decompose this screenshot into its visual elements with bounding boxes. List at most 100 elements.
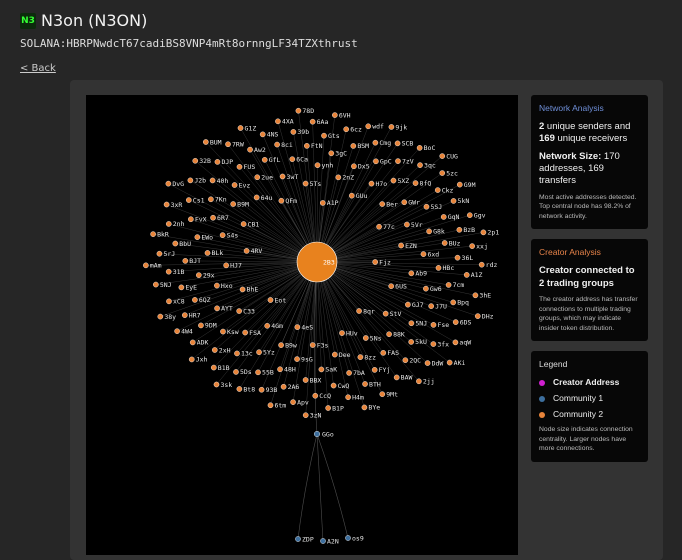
community2-node[interactable] [267,297,274,303]
community2-node[interactable] [439,170,446,176]
community2-node[interactable] [211,347,218,353]
community2-node[interactable] [220,328,226,335]
community2-node[interactable] [320,200,326,206]
community2-node[interactable] [445,282,452,288]
community2-node[interactable] [172,240,179,247]
community2-node[interactable] [247,146,253,153]
community2-node[interactable] [239,286,246,293]
community2-node[interactable] [382,310,389,317]
community2-node[interactable] [328,150,335,157]
community2-node[interactable] [408,270,415,277]
community2-node[interactable] [214,305,220,312]
community2-node[interactable] [390,177,397,184]
community2-node[interactable] [376,223,382,230]
community2-node[interactable] [196,272,202,278]
community2-node[interactable] [219,232,226,238]
community2-node[interactable] [402,357,409,363]
community2-node[interactable] [213,381,220,388]
community2-node[interactable] [275,118,281,125]
community2-node[interactable] [430,341,437,347]
community2-node[interactable] [357,354,364,360]
community2-node[interactable] [156,250,163,257]
community2-node[interactable] [450,198,457,204]
community2-node[interactable] [230,201,236,207]
community2-node[interactable] [194,234,201,240]
community2-node[interactable] [236,386,243,392]
community2-node[interactable] [165,268,172,275]
community2-node[interactable] [416,378,422,385]
community2-node[interactable] [372,259,378,265]
community2-node[interactable] [203,139,209,145]
community2-node[interactable] [214,159,221,165]
community2-node[interactable] [365,123,372,130]
community2-node[interactable] [258,386,265,393]
community2-node[interactable] [253,194,260,201]
community1-node[interactable] [295,536,301,542]
community2-node[interactable] [314,162,321,169]
community2-node[interactable] [223,262,229,269]
community2-node[interactable] [434,187,441,193]
community1-node[interactable] [345,535,351,541]
community2-node[interactable] [210,364,217,371]
network-graph-canvas[interactable]: Fjz Eot A1P 8qr 4RV 77c 4eS QFm 6US BhE GUu HUv CB1 E… [86,95,518,555]
community2-node[interactable] [242,329,248,336]
community1-node[interactable] [320,538,326,544]
community2-node[interactable] [277,366,283,373]
community2-node[interactable] [256,349,262,356]
community2-node[interactable] [351,163,357,170]
community2-node[interactable] [346,370,352,376]
community2-node[interactable] [280,383,287,390]
community2-node[interactable] [309,342,316,348]
community2-node[interactable] [267,402,274,409]
community2-node[interactable] [466,212,473,218]
community2-node[interactable] [274,141,280,148]
community2-node[interactable] [233,369,239,375]
community2-node[interactable] [225,141,231,148]
community2-node[interactable] [294,356,300,362]
community2-node[interactable] [210,214,216,221]
community2-node[interactable] [452,319,459,325]
community2-node[interactable] [143,262,149,269]
community2-node[interactable] [231,182,238,188]
community2-node[interactable] [388,124,395,130]
community2-node[interactable] [348,192,355,199]
community2-node[interactable] [186,197,192,203]
community2-node[interactable] [373,158,379,165]
community2-node[interactable] [405,301,411,308]
community2-node[interactable] [209,177,216,184]
community2-node[interactable] [386,331,392,338]
community2-node[interactable] [335,174,342,181]
community2-node[interactable] [350,143,357,149]
community2-node[interactable] [153,281,159,288]
community2-node[interactable] [198,322,204,329]
community2-node[interactable] [192,158,199,164]
community2-node[interactable] [356,308,362,314]
community2-node[interactable] [278,197,285,204]
community2-node[interactable] [428,303,434,309]
community2-node[interactable] [343,126,349,133]
nodes-group[interactable]: Fjz Eot A1P 8qr 4RV 77c 4eS QFm 6US BhE GUu HUv CB1 E… [143,107,499,545]
community2-node[interactable] [302,377,309,383]
community2-node[interactable] [452,339,459,346]
community2-node[interactable] [395,158,401,164]
community2-node[interactable] [261,157,268,163]
community2-node[interactable] [423,203,430,210]
community2-node[interactable] [259,131,266,138]
community2-node[interactable] [240,221,247,227]
community2-node[interactable] [423,285,429,292]
community2-node[interactable] [321,132,327,139]
community2-node[interactable] [480,229,487,236]
community2-node[interactable] [394,140,401,147]
community2-node[interactable] [439,153,446,159]
community2-node[interactable] [279,173,286,180]
community2-node[interactable] [189,339,196,346]
community2-node[interactable] [178,284,185,291]
community2-node[interactable] [401,199,408,206]
community2-node[interactable] [469,243,475,249]
community2-node[interactable] [361,404,368,411]
community2-node[interactable] [371,367,378,373]
community2-node[interactable] [430,322,437,328]
community2-node[interactable] [454,254,461,261]
community2-node[interactable] [174,328,180,334]
center-node[interactable] [296,241,338,283]
